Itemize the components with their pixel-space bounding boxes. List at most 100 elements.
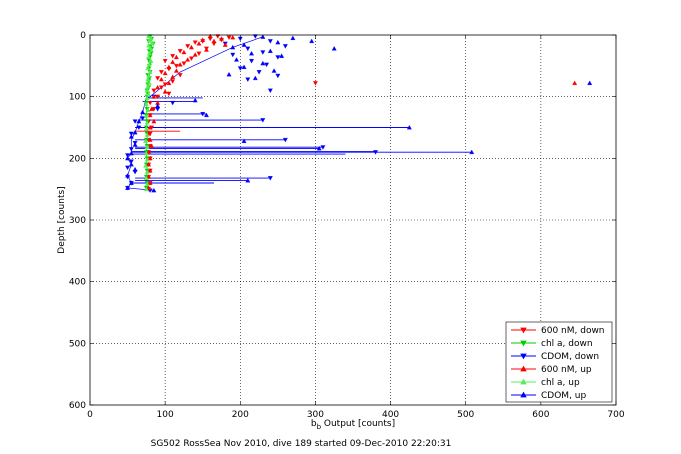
data-point — [275, 55, 281, 60]
data-point — [241, 42, 247, 47]
data-point — [260, 60, 266, 66]
data-point — [143, 126, 149, 131]
data-point — [144, 87, 150, 93]
y-tick-label: 200 — [69, 154, 86, 164]
data-point — [181, 49, 187, 55]
data-point — [196, 51, 202, 57]
data-point — [146, 161, 152, 167]
data-point — [146, 149, 152, 155]
data-point — [140, 116, 146, 121]
data-point — [162, 70, 168, 76]
data-point — [271, 68, 277, 73]
data-point — [128, 134, 134, 139]
data-point — [260, 50, 266, 55]
data-point — [146, 33, 152, 39]
data-point — [151, 88, 157, 94]
data-point — [245, 178, 251, 183]
data-point — [128, 147, 134, 152]
y-tick-label: 100 — [69, 93, 86, 103]
data-point — [147, 155, 153, 161]
legend-label: CDOM, down — [541, 352, 599, 362]
data-point — [207, 33, 213, 39]
data-point — [170, 54, 176, 59]
data-point — [170, 79, 176, 84]
data-point — [245, 46, 251, 52]
data-point — [140, 109, 146, 114]
data-point — [143, 113, 149, 119]
legend-marker — [520, 327, 527, 334]
data-point — [181, 61, 187, 66]
x-tick-label: 400 — [382, 410, 399, 420]
data-point — [125, 153, 131, 158]
data-point — [151, 118, 157, 124]
data-point — [572, 80, 578, 86]
data-point — [162, 58, 168, 64]
data-point — [264, 62, 270, 68]
x-axis-title: bb Output [counts] — [311, 419, 395, 431]
data-point — [136, 125, 142, 131]
data-point — [128, 161, 134, 167]
data-point — [132, 142, 138, 147]
data-point — [132, 129, 138, 135]
legend-label: chl a, up — [541, 378, 580, 388]
data-point — [145, 76, 151, 82]
y-tick-label: 0 — [80, 31, 86, 41]
data-point — [128, 131, 134, 137]
x-axis-title-subscript: b — [317, 423, 322, 431]
data-point — [143, 175, 149, 180]
figure-caption: SG502 RossSea Nov 2010, dive 189 started… — [151, 439, 452, 449]
data-point — [158, 85, 164, 90]
data-point — [252, 34, 258, 39]
data-point — [146, 185, 152, 190]
data-point — [144, 95, 150, 100]
data-point — [241, 64, 247, 69]
data-point — [241, 138, 247, 143]
legend-marker — [520, 340, 527, 347]
data-point — [312, 81, 318, 86]
data-point — [125, 155, 131, 161]
data-point — [155, 94, 161, 100]
data-point — [200, 37, 206, 42]
data-point — [158, 70, 164, 75]
data-point — [143, 163, 149, 168]
data-point — [282, 137, 288, 143]
data-point — [309, 38, 315, 44]
data-point — [200, 112, 206, 117]
data-point — [147, 124, 153, 130]
data-point — [222, 42, 228, 47]
data-point — [587, 80, 593, 86]
data-point — [204, 112, 209, 118]
data-point — [188, 56, 194, 61]
data-point — [249, 50, 255, 56]
data-point — [132, 119, 138, 124]
legend-label: 600 nM, up — [541, 365, 592, 375]
y-tick-label: 300 — [69, 216, 86, 226]
x-tick-label: 0 — [87, 410, 93, 420]
data-point — [148, 58, 154, 63]
axis-ticks: 0 100 200 300 400 500 600 700 0 100 200 300 400 500 60… — [69, 31, 625, 420]
x-tick-label: 700 — [607, 410, 624, 420]
plot-data — [125, 33, 593, 193]
data-point — [279, 53, 285, 58]
data-point — [144, 181, 150, 187]
data-point — [320, 145, 326, 150]
data-point — [177, 62, 183, 67]
data-point — [144, 157, 150, 162]
data-point — [128, 150, 134, 156]
data-point — [234, 57, 239, 62]
data-point — [151, 187, 157, 193]
data-point — [155, 103, 161, 108]
data-point — [290, 35, 296, 40]
data-point — [151, 94, 157, 99]
data-point — [144, 144, 150, 150]
data-point — [128, 159, 134, 164]
data-point — [173, 54, 179, 60]
data-point — [132, 166, 138, 172]
x-tick-label: 500 — [457, 410, 474, 420]
data-point — [155, 84, 161, 90]
data-point — [226, 71, 232, 77]
data-point — [230, 52, 236, 58]
data-point — [145, 84, 151, 89]
legend-marker — [520, 391, 527, 398]
